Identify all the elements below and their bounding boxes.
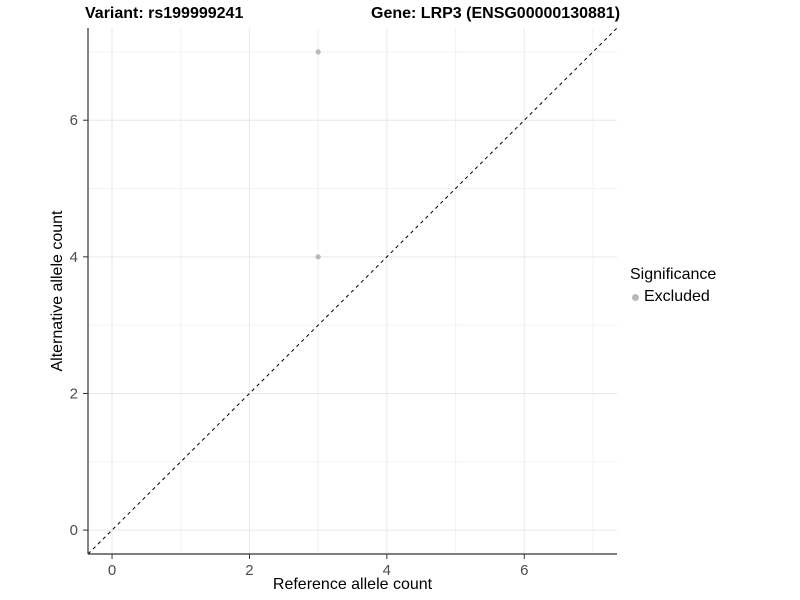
- y-axis-title: Alternative allele count: [49, 210, 66, 372]
- data-point: [315, 254, 321, 260]
- y-tick-label: 2: [70, 385, 78, 402]
- y-tick-label: 4: [70, 249, 78, 266]
- legend-item-label: Excluded: [644, 288, 710, 305]
- y-tick-label: 6: [70, 112, 78, 129]
- plot-title-gene: Gene: LRP3 (ENSG00000130881): [371, 5, 621, 22]
- x-tick-label: 6: [520, 562, 528, 579]
- legend-item-excluded: Excluded: [630, 288, 716, 306]
- data-point: [315, 49, 321, 55]
- x-tick-label: 2: [245, 562, 253, 579]
- legend-title: Significance: [630, 266, 717, 283]
- legend: Significance Excluded: [630, 266, 716, 306]
- x-tick-label: 0: [108, 562, 116, 579]
- identity-dashed-line: [87, 27, 618, 555]
- y-tick-label: 0: [70, 522, 78, 539]
- x-axis-title: Reference allele count: [272, 576, 433, 593]
- x-tick-label: 4: [383, 562, 391, 579]
- legend-key-dot-icon: [632, 293, 639, 301]
- plot-title-variant: Variant: rs199999241: [85, 5, 244, 22]
